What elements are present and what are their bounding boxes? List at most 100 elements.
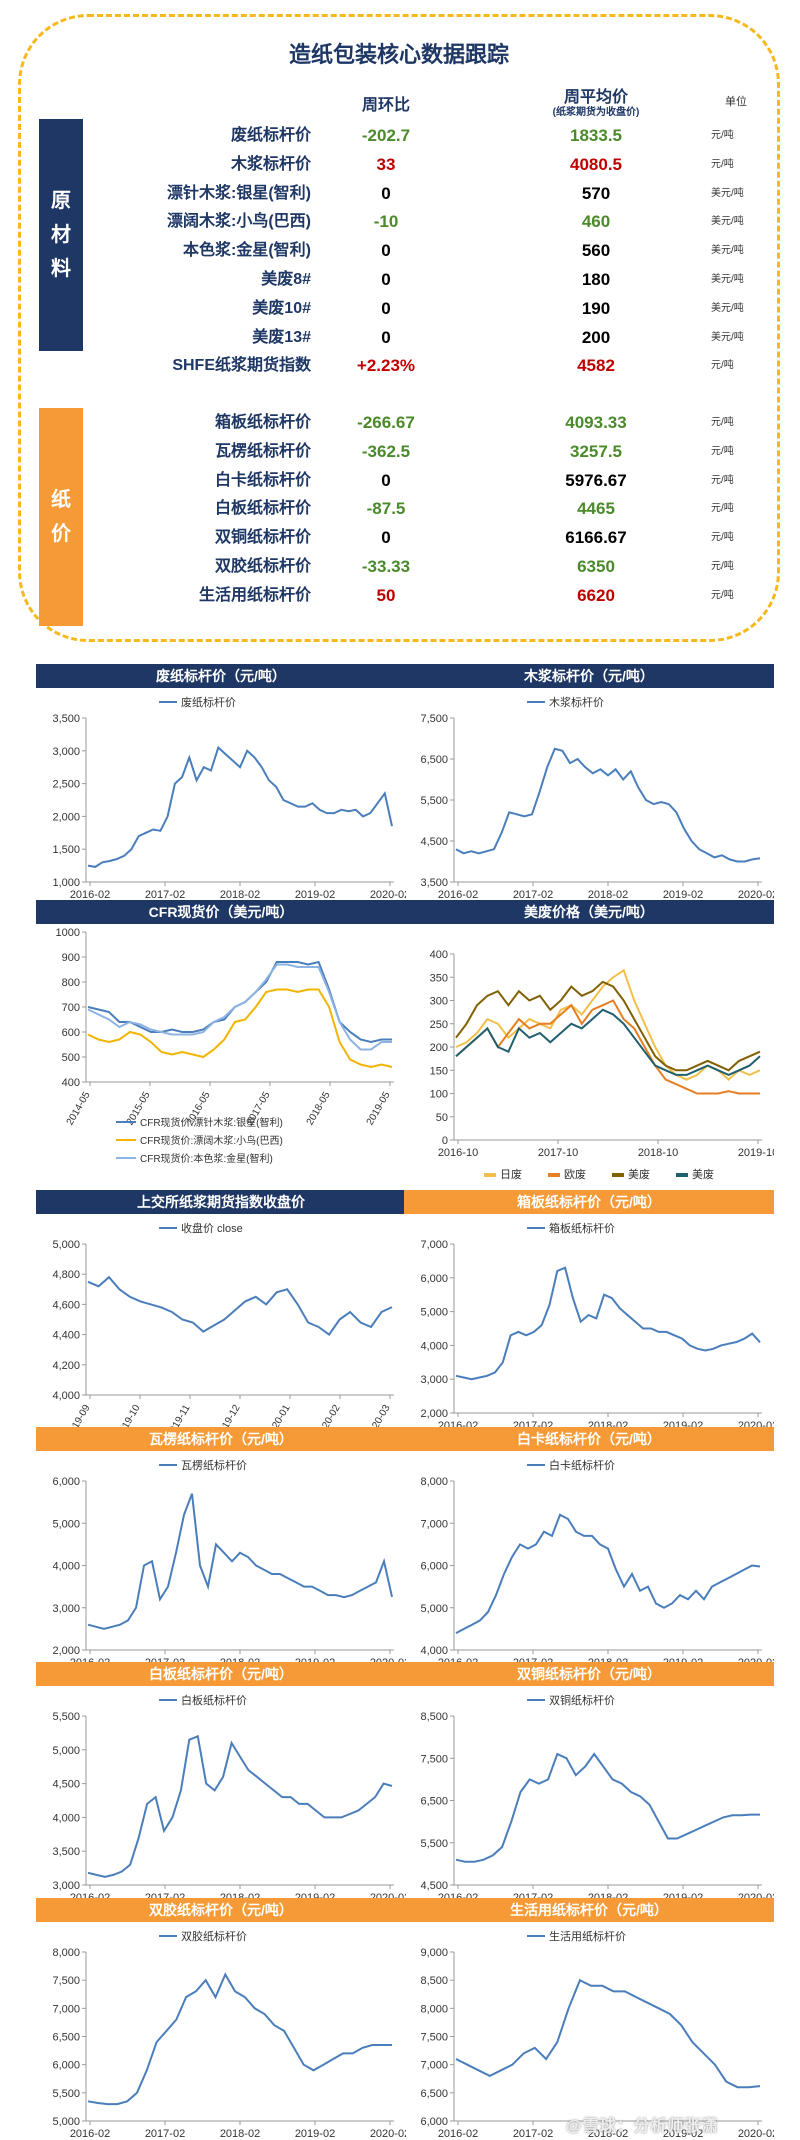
y-tick-label: 2,000	[420, 1408, 448, 1420]
legend-label: 双铜纸标杆价	[549, 1693, 615, 1707]
row-wow: 33	[376, 154, 396, 174]
row-avg: 6350	[577, 557, 615, 576]
series-line	[87, 1275, 393, 1337]
y-tick-label: 6,000	[420, 1561, 448, 1573]
row-unit: 美元/吨	[711, 302, 744, 314]
series-line	[455, 747, 761, 863]
y-tick-label: 800	[62, 977, 80, 989]
row-name: 废纸标杆价	[230, 127, 311, 144]
series-line	[455, 1513, 761, 1634]
chart-title: 白卡纸标杆价（元/吨）	[404, 1427, 774, 1451]
row-name: 美废13#	[252, 328, 311, 346]
row-avg: 4080.5	[570, 154, 622, 174]
y-tick-label: 5,000	[52, 1745, 80, 1757]
row-unit: 美元/吨	[711, 216, 744, 228]
y-tick-label: 1000	[56, 927, 80, 939]
series-line	[455, 1008, 761, 1076]
y-tick-label: 3,000	[420, 1374, 448, 1386]
y-tick-label: 300	[430, 996, 448, 1008]
y-tick-label: 7,500	[52, 1975, 80, 1987]
y-tick-label: 5,500	[52, 2088, 80, 2100]
x-tick-label: 2019-02	[295, 889, 335, 901]
chart-panel: 木浆标杆价（元/吨） 木浆标杆价 3,500 4,500 5,500 6,500 7,500…	[404, 664, 774, 908]
x-tick-label: 2016-10	[438, 1147, 478, 1159]
chart-panel: 上交所纸浆期货指数收盘价 收盘价 close 4,000 4,200 4,400 4,60…	[36, 1190, 406, 1439]
line-chart: 双胶纸标杆价 5,000 5,500 6,000 6,500 7,000 7,500 8,00…	[52, 1929, 406, 2140]
x-tick-label: 2017-02	[513, 889, 553, 901]
row-avg: 4582	[577, 356, 615, 376]
row-name: 白板纸标杆价	[214, 500, 311, 518]
summary-row: 本色浆:金星(智利) 0 560 美元/吨	[21, 236, 777, 266]
x-tick-label: 2017-02	[145, 889, 185, 901]
x-tick-label: 2016-02	[70, 2128, 110, 2140]
line-chart: 木浆标杆价 3,500 4,500 5,500 6,500 7,500 2016-02 201…	[420, 695, 774, 901]
row-wow: 0	[381, 528, 391, 548]
row-avg: 4093.33	[565, 413, 627, 432]
y-tick-label: 7,000	[420, 2060, 448, 2072]
row-wow: 0	[381, 327, 391, 347]
y-tick-label: 700	[62, 1002, 80, 1014]
legend-label: 美废	[628, 1167, 650, 1181]
y-tick-label: 7,000	[420, 1239, 448, 1251]
row-avg: 6620	[577, 585, 615, 605]
summary-row: 白板纸标杆价 -87.5 4465 元/吨	[21, 494, 777, 524]
y-tick-label: 100	[430, 1089, 448, 1101]
y-tick-label: 8,500	[420, 1711, 448, 1723]
y-tick-label: 7,000	[420, 1518, 448, 1530]
legend-swatch	[548, 1173, 560, 1177]
y-tick-label: 9,000	[420, 1947, 448, 1959]
chart-title: 美废价格（美元/吨）	[404, 900, 774, 924]
y-tick-label: 2,000	[52, 1645, 80, 1657]
avg-subheader: (纸浆期货为收盘价)	[552, 107, 640, 118]
row-wow: 0	[381, 270, 391, 289]
y-tick-label: 4,400	[52, 1330, 80, 1342]
series-line	[455, 1752, 760, 1863]
y-tick-label: 900	[62, 952, 80, 964]
x-tick-label: 2019-02	[663, 2128, 703, 2140]
summary-row: 美废8# 0 180 美元/吨	[21, 265, 777, 295]
row-wow: -10	[373, 212, 399, 232]
line-chart: 双铜纸标杆价4,5005,5006,5007,5008,5002016-0220…	[420, 1693, 774, 1904]
row-wow: +2.23%	[356, 356, 416, 376]
x-tick-label: 2014-05	[65, 1090, 93, 1128]
chart-title: 双胶纸标杆价（元/吨）	[36, 1898, 406, 1922]
chart-panel: 白板纸标杆价（元/吨） 白板纸标杆价 3,000 3,500 4,000 4,500 5,0…	[36, 1662, 406, 1911]
row-unit: 元/吨	[711, 589, 734, 601]
summary-row: 漂针木浆:银星(智利) 0 570 美元/吨	[21, 179, 777, 209]
row-unit: 元/吨	[711, 445, 734, 457]
y-tick-label: 5,500	[420, 795, 448, 807]
x-tick-label: 2016-02	[70, 889, 110, 901]
y-tick-label: 4,000	[52, 1561, 80, 1573]
series-line	[87, 1493, 393, 1630]
x-tick-label: 2017-10	[538, 1147, 578, 1159]
row-unit: 元/吨	[711, 474, 734, 486]
x-tick-label: 2017-02	[145, 2128, 185, 2140]
y-tick-label: 8,000	[420, 1476, 448, 1488]
legend-label: CFR现货价:漂针木浆:银星(智利)	[140, 1116, 283, 1129]
x-tick-label: 2020-02	[738, 889, 774, 901]
legend-label: 木浆标杆价	[549, 695, 604, 709]
raw-material-text: 原材料	[51, 190, 71, 280]
y-tick-label: 6,500	[420, 2088, 448, 2100]
row-wow: 50	[376, 585, 396, 605]
row-avg: 4465	[577, 499, 615, 519]
summary-row: 废纸标杆价 -202.7 1833.5 元/吨	[21, 121, 777, 151]
chart-panel: 废纸标杆价（元/吨） 废纸标杆价 1,000 1,500 2,000 2,500 3,000…	[36, 664, 406, 908]
summary-row: 生活用纸标杆价 50 6620 元/吨	[21, 581, 777, 611]
chart-panel: CFR现货价（美元/吨） 400 500 600 700 800 900 1000 2014-0…	[36, 900, 406, 1192]
line-chart: 白板纸标杆价3,0003,5004,0004,5005,0005,5002016…	[52, 1693, 406, 1904]
row-wow: -362.5	[361, 441, 411, 461]
y-tick-label: 3,000	[52, 746, 80, 758]
row-avg: 5976.67	[565, 470, 627, 490]
row-avg: 200	[581, 327, 611, 347]
y-tick-label: 4,500	[52, 1779, 80, 1791]
row-wow: -266.67	[357, 413, 415, 432]
row-avg: 560	[581, 241, 611, 261]
series-line	[87, 988, 393, 1069]
y-tick-label: 5,500	[420, 1838, 448, 1850]
row-unit: 美元/吨	[711, 245, 744, 257]
y-tick-label: 500	[62, 1052, 80, 1064]
chart-panel: 双铜纸标杆价（元/吨） 双铜纸标杆价 4,500 5,500 6,500 7,500 8,5…	[404, 1662, 774, 1911]
summary-row: 双胶纸标杆价 -33.33 6350 元/吨	[21, 552, 777, 582]
legend-label: 生活用纸标杆价	[549, 1929, 626, 1943]
